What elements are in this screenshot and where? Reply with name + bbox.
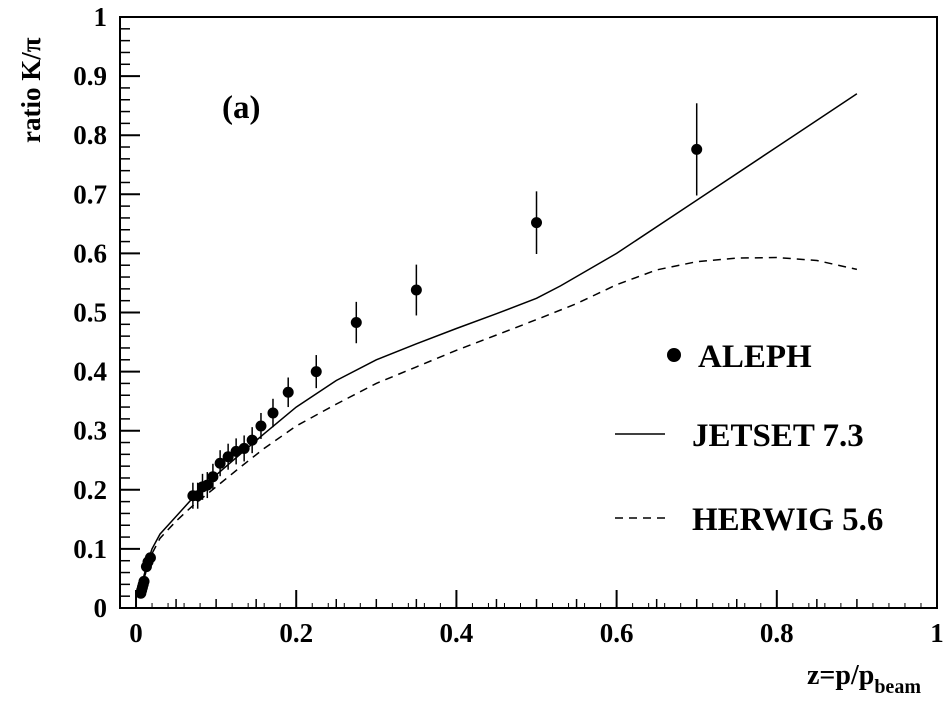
data-point [144, 552, 156, 564]
y-tick-label: 0.9 [73, 61, 107, 91]
y-tick-label: 0.3 [73, 416, 107, 446]
legend: ALEPH JETSET 7.3 HERWIG 5.6 [615, 339, 883, 538]
data-point [267, 407, 279, 419]
x-tick-label: 0.8 [760, 618, 794, 648]
legend-label-jetset: JETSET 7.3 [692, 418, 864, 454]
data-point [531, 217, 543, 229]
y-tick-label: 0.5 [73, 298, 107, 328]
aleph-data-points [135, 103, 703, 599]
data-point [246, 434, 258, 446]
data-point [214, 457, 226, 469]
y-tick-label: 0.1 [73, 534, 107, 564]
data-point [192, 490, 204, 502]
y-axis-label: ratio K/π [16, 37, 46, 143]
legend-marker-aleph [667, 348, 681, 362]
y-tick-label: 0 [94, 593, 108, 623]
data-point [350, 317, 362, 329]
legend-label-herwig: HERWIG 5.6 [692, 502, 883, 538]
data-point [201, 479, 213, 491]
data-point [691, 143, 703, 155]
data-point [282, 386, 294, 398]
x-tick-label: 0.6 [600, 618, 634, 648]
data-point [255, 420, 267, 432]
y-tick-label: 0.7 [73, 179, 107, 209]
y-tick-label: 1 [94, 2, 108, 32]
x-axis-label: z=p/pbeam [807, 660, 921, 698]
x-tick-labels: 0 0.2 0.4 0.6 0.8 1 [129, 618, 943, 648]
legend-label-aleph: ALEPH [698, 339, 812, 375]
y-tick-label: 0.2 [73, 475, 107, 505]
data-point [410, 284, 422, 296]
data-point [138, 575, 150, 587]
y-tick-label: 0.4 [73, 357, 107, 387]
x-tick-label: 0.4 [440, 618, 474, 648]
y-tick-label: 0.6 [73, 238, 107, 268]
data-point [222, 451, 234, 463]
y-tick-label: 0.8 [73, 120, 107, 150]
model-curves [139, 93, 858, 594]
x-tick-label: 1 [930, 618, 944, 648]
x-axis-label-main: z=p/p [807, 660, 874, 691]
data-point [238, 442, 250, 454]
data-point [207, 471, 219, 483]
herwig-curve [139, 256, 858, 594]
panel-label: (a) [222, 90, 260, 126]
y-tick-labels: 0 0.1 0.2 0.3 0.4 0.5 0.6 0.7 0.8 0.9 1 [73, 2, 107, 623]
x-axis-label-subscript: beam [874, 676, 921, 698]
x-tick-label: 0.2 [279, 618, 313, 648]
data-point [310, 366, 322, 378]
x-tick-label: 0 [129, 618, 143, 648]
axis-ticks [120, 16, 938, 609]
jetset-curve [139, 93, 858, 591]
